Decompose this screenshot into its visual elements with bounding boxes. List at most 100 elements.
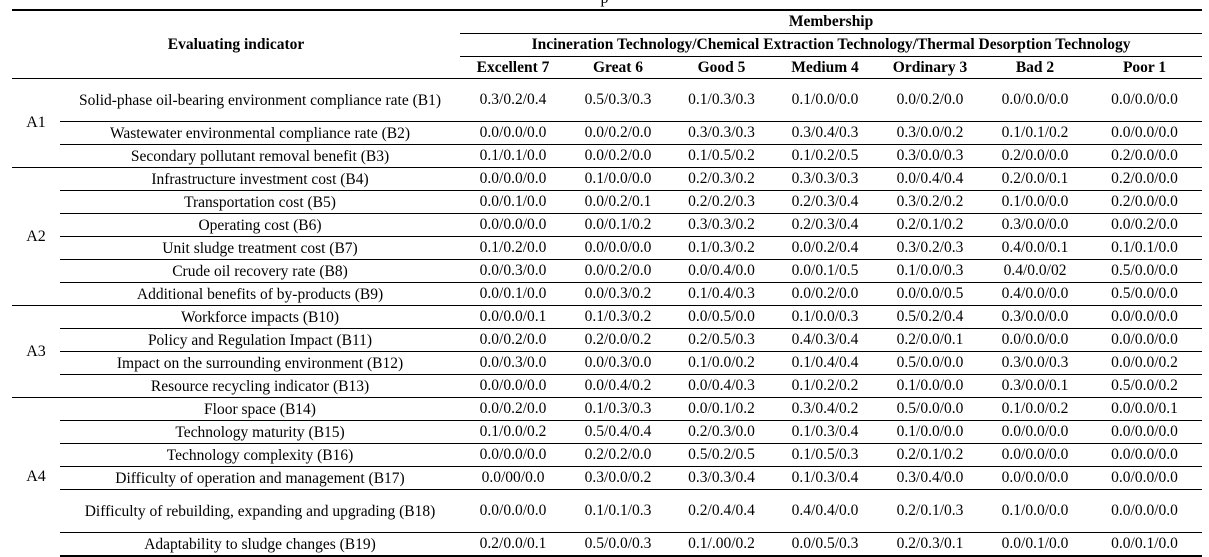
- membership-value: 0.5/0.0/0.0: [1087, 259, 1203, 283]
- indicator-cell: Wastewater environmental compliance rate…: [60, 121, 461, 145]
- membership-value: 0.0/0.4/0.3: [688, 377, 755, 394]
- membership-value: 0.0/0.2/0.0: [791, 285, 859, 302]
- grade-header: Ordinary 3: [877, 56, 984, 79]
- membership-value: 0.1/0.1/0.0: [1087, 236, 1203, 260]
- membership-value: 0.0/0.0/0.1: [1087, 397, 1203, 421]
- table-row: Impact on the surrounding environment (B…: [12, 351, 1203, 375]
- membership-value: 0.0/0.0/0.0: [479, 377, 547, 394]
- grade-header: Medium 4: [773, 56, 878, 79]
- indicator-cell: Resource recycling indicator (B13): [150, 377, 370, 395]
- membership-value: 0.1/0.0/0.0: [896, 377, 964, 394]
- membership-value: 0.3/0.2/0.4: [460, 78, 567, 122]
- membership-value: 0.1/0.1/0.0: [479, 147, 547, 164]
- membership-value: 0.2/0.2/0.0: [566, 443, 671, 467]
- membership-value: 0.3/0.0/0.3: [896, 147, 964, 164]
- membership-value: 0.0/0.0/0.0: [566, 236, 671, 260]
- membership-value: 0.0/0.2/0.0: [566, 259, 671, 283]
- membership-value: 0.0/0.4/0.4: [877, 167, 984, 191]
- grade-header: Poor 1: [1087, 56, 1203, 79]
- membership-value: 0.0/0.2/0.0: [1087, 213, 1203, 237]
- membership-value: 0.0/0.0/0.0: [983, 420, 1088, 444]
- indicator-cell: Technology complexity (B16): [60, 443, 461, 467]
- membership-value: 0.1/0.3/0.2: [566, 305, 671, 329]
- membership-value: 0.1/0.3/0.4: [773, 466, 878, 490]
- membership-value: 0.2/0.3/0.1: [877, 532, 984, 557]
- indicator-cell: Technology maturity (B15): [60, 420, 461, 444]
- membership-value: 0.3/0.4/0.2: [773, 397, 878, 421]
- membership-value: 0.0/00/0.0: [460, 466, 567, 490]
- membership-value: 0.2/0.0/0.1: [460, 532, 567, 557]
- membership-value: 0.0/0.2/0.0: [460, 328, 567, 352]
- membership-value: 0.0/0.1/0.0: [983, 532, 1088, 557]
- membership-value: 0.1/0.0/0.2: [983, 397, 1088, 421]
- indicator-cell: Impact on the surrounding environment (B…: [60, 351, 461, 375]
- membership-value: 0.1/0.0/0.0: [773, 78, 878, 122]
- table-row: Technology complexity (B16) 0.0/0.0/0.0 0.…: [12, 443, 1203, 467]
- membership-value: 0.3/0.2/0.2: [877, 190, 984, 214]
- membership-value: 0.1/0.5/0.2: [688, 147, 755, 164]
- evaluating-indicator-header: Evaluating indicator: [12, 10, 461, 79]
- table-row: Secondary pollutant removal benefit (B3)…: [12, 145, 1202, 168]
- membership-value: 0.0/0.4/0.0: [670, 259, 774, 283]
- membership-value: 0.0/0.1/0.0: [460, 190, 567, 214]
- membership-value: 0.1/0.3/0.2: [670, 236, 774, 260]
- membership-value: 0.2/0.0/0.1: [877, 328, 984, 352]
- membership-value: 0.0/0.0/0.0: [1087, 121, 1203, 145]
- membership-value: 0.3/0.0/0.2: [877, 121, 984, 145]
- indicator-cell: Secondary pollutant removal benefit (B3): [130, 147, 390, 165]
- membership-value: 0.0/0.3/0.0: [460, 259, 567, 283]
- membership-value: 0.2/0.0/0.0: [1001, 147, 1069, 164]
- membership-value: 0.2/0.1/0.2: [877, 213, 984, 237]
- membership-value: 0.1/0.2/0.5: [791, 147, 859, 164]
- membership-value: 0.5/0.0/0.3: [566, 532, 671, 557]
- membership-value: 0.1/0.3/0.4: [773, 420, 878, 444]
- membership-value: 0.1/.00/0.2: [670, 532, 774, 557]
- table-row: Wastewater environmental compliance rate…: [12, 121, 1203, 145]
- membership-value: 0.0/0.1/0.2: [566, 213, 671, 237]
- membership-value: 0.0/0.0/0.0: [1087, 328, 1203, 352]
- indicator-cell: Operating cost (B6): [60, 213, 461, 237]
- membership-value: 0.1/0.2/0.2: [791, 377, 859, 394]
- table-row: Additional benefits of by-products (B9) 0…: [12, 283, 1202, 306]
- membership-table: Evaluating indicator Membership Incinera…: [12, 9, 1203, 557]
- table-row: Adaptability to sludge changes (B19) 0.2/…: [12, 532, 1203, 557]
- indicator-cell: Policy and Regulation Impact (B11): [60, 328, 461, 352]
- membership-value: 0.0/0.0/0.0: [1087, 420, 1203, 444]
- table-row: Technology maturity (B15) 0.1/0.0/0.2 0.5/…: [12, 420, 1203, 444]
- group-label: A4: [12, 397, 60, 556]
- indicator-cell: Crude oil recovery rate (B8): [60, 259, 461, 283]
- indicator-cell: Additional benefits of by-products (B9): [136, 285, 384, 303]
- membership-value: 0.3/0.3/0.2: [670, 213, 774, 237]
- membership-value: 0.0/0.0/0.0: [1087, 443, 1203, 467]
- table-row: Crude oil recovery rate (B8) 0.0/0.3/0.0 0…: [12, 259, 1203, 283]
- indicator-cell: Workforce impacts (B10): [60, 305, 461, 329]
- membership-value: 0.0/0.1/0.2: [670, 397, 774, 421]
- membership-value: 0.1/0.0/0.0: [566, 167, 671, 191]
- membership-value: 0.3/0.0/0.0: [983, 305, 1088, 329]
- membership-value: 0.5/0.0/0.0: [877, 351, 984, 375]
- table-row: A3 Workforce impacts (B10) 0.0/0.0/0.1 0.1/…: [12, 305, 1203, 398]
- grade-header: Great 6: [566, 56, 671, 79]
- membership-value: 0.0/0.0/0.0: [983, 466, 1088, 490]
- membership-value: 0.4/0.0/0.1: [983, 236, 1088, 260]
- indicator-cell: Difficulty of rebuilding, expanding and …: [60, 489, 461, 533]
- membership-value: 0.0/0.0/0.0: [983, 443, 1088, 467]
- indicator-cell: Transportation cost (B5): [60, 190, 461, 214]
- table-row: Unit sludge treatment cost (B7) 0.1/0.2/0…: [12, 236, 1203, 260]
- technologies-header: Incineration Technology/Chemical Extract…: [460, 33, 1203, 57]
- indicator-cell: Floor space (B14): [60, 397, 461, 421]
- table-row: Difficulty of rebuilding, expanding and …: [12, 489, 1203, 533]
- membership-value: 0.0/0.3/0.0: [566, 351, 671, 375]
- membership-value: 0.0/0.1/0.0: [1087, 532, 1203, 557]
- group-label: A2: [12, 167, 60, 306]
- membership-value: 0.2/0.0/0.2: [566, 328, 671, 352]
- membership-value: 0.0/0.3/0.2: [584, 285, 652, 302]
- table-row: Difficulty of operation and management (…: [12, 466, 1203, 490]
- membership-value: 0.1/0.5/0.3: [773, 443, 878, 467]
- membership-value: 0.0/0.2/0.0: [584, 147, 652, 164]
- membership-value: 0.0/0.0/0.0: [460, 121, 567, 145]
- indicator-cell: Difficulty of operation and management (…: [60, 466, 461, 490]
- membership-value: 0.0/0.0/0.0: [460, 213, 567, 237]
- membership-value: 0.2/0.1/0.2: [877, 443, 984, 467]
- membership-value: 0.5/0.2/0.4: [877, 305, 984, 329]
